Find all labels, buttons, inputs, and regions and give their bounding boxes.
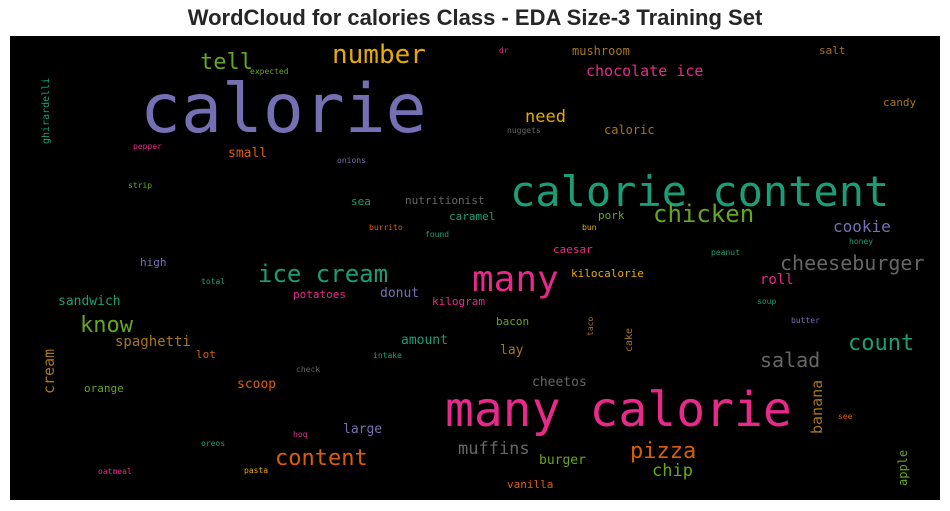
- word-found: found: [425, 230, 450, 239]
- word-bacon: bacon: [496, 315, 530, 328]
- word-lot: lot: [196, 348, 216, 361]
- word-donut: donut: [380, 286, 420, 301]
- word-small: small: [228, 146, 268, 161]
- word-pepper: pepper: [133, 142, 162, 151]
- word-ice-cream: ice cream: [258, 260, 389, 288]
- word-candy: candy: [883, 96, 917, 109]
- word-bun: bun: [582, 223, 597, 232]
- word-caloric: caloric: [604, 123, 655, 137]
- word-tell: tell: [200, 50, 253, 75]
- word-high: high: [140, 256, 167, 269]
- word-calorie: calorie: [140, 70, 427, 149]
- word-large: large: [343, 422, 383, 437]
- word-cream: cream: [40, 348, 58, 394]
- word-sea: sea: [351, 195, 371, 208]
- word-kilocalorie: kilocalorie: [571, 267, 644, 280]
- word-content: content: [275, 446, 368, 471]
- word-mushroom: mushroom: [572, 44, 630, 58]
- word-cake: cake: [624, 327, 635, 352]
- word-intake: intake: [373, 351, 402, 360]
- word-lay: lay: [500, 343, 524, 358]
- word-burrito: burrito: [369, 223, 403, 232]
- word-honey: honey: [849, 237, 874, 246]
- word-onions: onions: [337, 156, 366, 165]
- word-apple: apple: [896, 449, 910, 486]
- word-amount: amount: [401, 333, 448, 348]
- word-roll: roll: [760, 272, 794, 288]
- word-peanut: peanut: [711, 248, 740, 257]
- word-pasta: pasta: [244, 466, 269, 475]
- word-chocolate-ice: chocolate ice: [586, 62, 704, 80]
- word-oatmeal: oatmeal: [98, 467, 132, 476]
- word-chip: chip: [652, 461, 693, 481]
- word-hoq: hoq: [293, 430, 308, 439]
- word-nuggets: nuggets: [507, 126, 541, 135]
- word-need: need: [525, 107, 566, 127]
- word-oreos: oreos: [201, 439, 226, 448]
- word-burger: burger: [539, 453, 586, 468]
- word-potatoes: potatoes: [293, 288, 346, 301]
- word-count: count: [848, 331, 915, 356]
- word-spaghetti: spaghetti: [115, 334, 191, 350]
- word-butter: butter: [791, 316, 820, 325]
- word-know: know: [80, 313, 133, 338]
- word-taco: taco: [586, 316, 595, 336]
- word-muffins: muffins: [458, 439, 530, 459]
- word-caesar: caesar: [553, 243, 593, 256]
- word-cheetos: cheetos: [532, 375, 587, 390]
- word-vanilla: vanilla: [507, 478, 554, 491]
- word-check: check: [296, 365, 321, 374]
- word-cheeseburger: cheeseburger: [780, 251, 925, 275]
- word-scoop: scoop: [237, 377, 277, 392]
- word-chicken: chicken: [653, 200, 755, 228]
- word-total: total: [201, 277, 226, 286]
- word-pork: pork: [598, 209, 625, 222]
- word-dr: dr: [499, 46, 509, 55]
- word-orange: orange: [84, 382, 124, 395]
- word-caramel: caramel: [449, 210, 496, 223]
- chart-title: WordCloud for calories Class - EDA Size-…: [187, 5, 763, 30]
- word-calorie-content: calorie content: [510, 167, 890, 216]
- wordcloud-canvas: calorie many calorie calorie content many nu…: [10, 36, 940, 500]
- word-number: number: [332, 40, 426, 70]
- word-salt: salt: [819, 44, 846, 57]
- word-cookie: cookie: [833, 217, 891, 236]
- word-soup: soup: [757, 297, 777, 306]
- word-kilogram: kilogram: [432, 295, 485, 308]
- word-ghirardelli: ghirardelli: [41, 77, 52, 144]
- word-many-calorie: many calorie: [445, 382, 792, 438]
- word-strip: strip: [128, 181, 153, 190]
- word-salad: salad: [760, 348, 821, 372]
- word-banana: banana: [808, 379, 826, 434]
- word-nutritionist: nutritionist: [405, 194, 485, 207]
- word-pizza: pizza: [630, 439, 697, 464]
- word-many: many: [472, 259, 559, 300]
- word-see: see: [838, 412, 853, 421]
- word-sandwich: sandwich: [58, 294, 121, 309]
- word-expected: expected: [250, 67, 289, 76]
